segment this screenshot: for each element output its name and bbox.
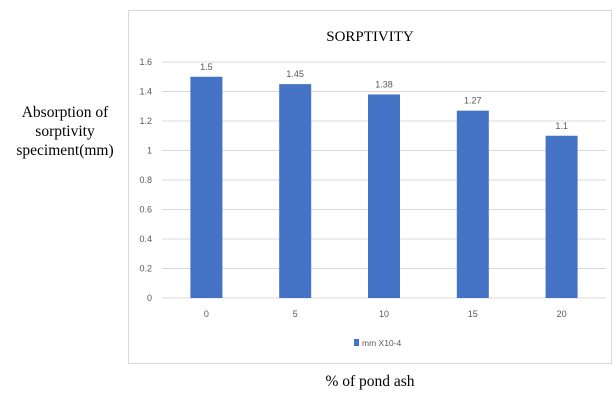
data-label: 1.45 [286, 69, 304, 79]
y-tick-label: 0.8 [139, 175, 152, 185]
x-tick-label: 5 [293, 309, 298, 319]
x-tick-labels: 0 5 10 15 20 [204, 309, 567, 319]
legend: mm X10-4 [354, 338, 401, 348]
y-axis-title: Absorption of sorptivity speciment(mm) [2, 103, 128, 160]
y-tick-label: 1.2 [139, 116, 152, 126]
x-tick-label: 15 [468, 309, 478, 319]
bar [190, 76, 223, 298]
y-tick-label: 1 [147, 146, 152, 156]
y-tick-label: 0.4 [139, 234, 152, 244]
data-label: 1.27 [464, 96, 482, 106]
y-tick-label: 1.4 [139, 87, 152, 97]
y-tick-label: 0.2 [139, 264, 152, 274]
legend-label: mm X10-4 [362, 338, 401, 348]
x-axis-title: % of pond ash [325, 373, 415, 390]
bar-chart: SORPTIVITY 00.20.40.60.811.21.41.6 1.51.… [139, 29, 606, 348]
bars [190, 76, 578, 298]
y-axis-title-line-1: Absorption of [21, 104, 109, 121]
legend-swatch [354, 339, 359, 346]
chart-title: SORPTIVITY [326, 29, 414, 45]
data-label: 1.1 [555, 121, 568, 131]
y-tick-labels: 0 0.2 0.4 0.6 0.8 1 1.2 1.4 1.6 [139, 57, 152, 303]
chart-area: SORPTIVITY 0 0.2 0.4 0.6 0.8 1 1.2 1.4 1.6 1.5 1.… [128, 10, 612, 364]
y-axis-title-line-3: speciment(mm) [16, 142, 114, 159]
data-labels: 1.5 1.45 1.38 1.27 1.1 [200, 62, 568, 131]
bar [279, 84, 312, 298]
y-tick-label: 0 [147, 293, 152, 303]
bar [368, 94, 400, 298]
x-tick-label: 20 [557, 309, 567, 319]
x-tick-label: 10 [379, 309, 389, 319]
bar [545, 135, 578, 298]
data-label: 1.38 [375, 79, 393, 89]
y-axis-title-line-2: sorptivity [35, 123, 95, 140]
data-label: 1.5 [200, 62, 213, 72]
y-tick-label: 1.6 [139, 57, 152, 67]
y-tick-label: 0.6 [139, 205, 152, 215]
x-tick-label: 0 [204, 309, 209, 319]
bar [456, 110, 489, 298]
